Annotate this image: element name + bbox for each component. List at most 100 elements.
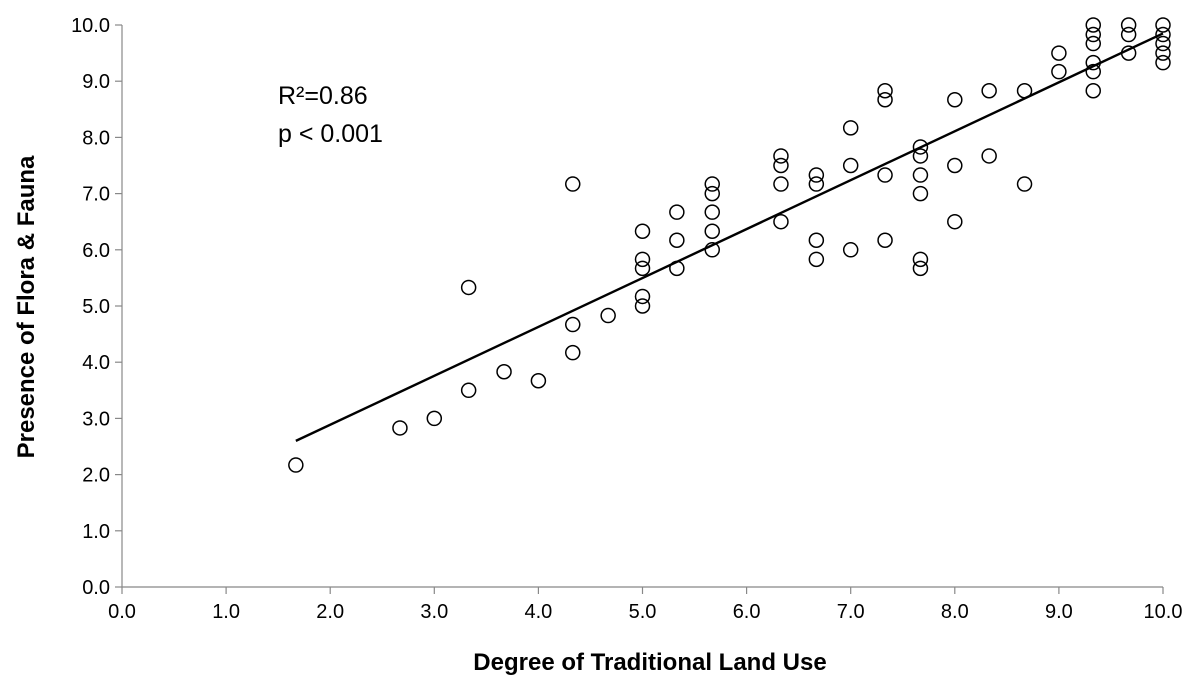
data-point	[496, 364, 512, 380]
data-point	[842, 157, 859, 174]
data-point	[634, 260, 651, 277]
trendline	[295, 32, 1164, 442]
data-point	[877, 167, 893, 183]
y-tick-label: 3.0	[82, 408, 110, 430]
x-axis-ticks: 0.0 1.0 2.0 3.0 4.0 5.0 6.0 7.0 8.0 9.0 10.0	[108, 587, 1182, 623]
p-value-annotation: p < 0.001	[278, 120, 383, 148]
data-point	[842, 120, 859, 136]
x-tick-label: 6.0	[733, 601, 761, 623]
data-point	[912, 139, 929, 155]
data-point	[1085, 83, 1102, 99]
data-point	[1155, 54, 1171, 71]
data-point	[1120, 26, 1137, 43]
data-point	[669, 232, 685, 248]
r-squared-annotation: R²=0.86	[278, 82, 368, 110]
data-point	[773, 176, 789, 192]
trendline-layer	[295, 32, 1164, 442]
data-point	[565, 344, 581, 361]
data-point	[1155, 17, 1171, 33]
x-tick-label: 1.0	[212, 601, 240, 623]
data-point	[947, 157, 963, 174]
x-tick-label: 3.0	[420, 601, 448, 623]
x-tick-label: 9.0	[1045, 601, 1073, 623]
data-point	[669, 204, 685, 220]
x-tick-label: 10.0	[1144, 601, 1183, 623]
data-point	[1120, 17, 1137, 33]
data-point	[877, 232, 893, 248]
data-point	[773, 157, 789, 174]
data-point	[669, 260, 685, 277]
data-point	[1085, 54, 1102, 71]
data-point	[912, 148, 929, 164]
data-point	[704, 185, 720, 202]
data-point	[704, 242, 720, 258]
y-tick-label: 4.0	[82, 352, 110, 374]
data-points	[288, 17, 1171, 473]
data-point	[912, 185, 929, 202]
data-point	[1085, 63, 1102, 80]
data-point	[392, 420, 408, 436]
data-point	[1085, 35, 1102, 52]
y-axis-ticks: 0.0 1.0 2.0 3.0 4.0 5.0 6.0 7.0 8.0 9.0 10.0	[71, 15, 122, 599]
data-point	[773, 148, 789, 164]
data-point	[704, 204, 720, 220]
data-point	[1085, 26, 1102, 43]
data-point	[1120, 45, 1137, 61]
data-point	[565, 176, 581, 192]
data-point	[1016, 83, 1033, 99]
x-tick-label: 2.0	[316, 601, 344, 623]
data-point	[947, 213, 963, 230]
x-tick-label: 4.0	[524, 601, 552, 623]
data-point	[634, 223, 651, 240]
y-tick-label: 10.0	[71, 15, 110, 37]
data-point	[808, 251, 825, 268]
data-point	[981, 83, 997, 99]
data-point	[460, 382, 477, 399]
data-point	[877, 91, 893, 108]
data-point	[808, 232, 825, 248]
data-point	[634, 288, 651, 305]
y-tick-label: 6.0	[82, 240, 110, 262]
y-tick-label: 9.0	[82, 71, 110, 93]
data-point	[912, 167, 929, 183]
y-tick-label: 1.0	[82, 521, 110, 543]
data-point	[565, 316, 581, 333]
y-tick-label: 8.0	[82, 127, 110, 149]
data-point	[634, 251, 651, 268]
y-tick-label: 7.0	[82, 184, 110, 206]
data-point	[288, 457, 304, 473]
x-tick-label: 8.0	[941, 601, 969, 623]
y-tick-label: 0.0	[82, 577, 110, 599]
data-point	[1155, 45, 1171, 61]
data-point	[877, 83, 893, 99]
x-tick-label: 0.0	[108, 601, 136, 623]
data-point	[426, 410, 443, 427]
data-point	[530, 372, 547, 389]
data-point	[704, 223, 720, 240]
data-point	[1155, 35, 1171, 52]
y-tick-label: 5.0	[82, 296, 110, 318]
data-point	[808, 176, 825, 192]
data-point	[1051, 63, 1067, 80]
data-point	[1051, 45, 1067, 61]
data-point	[842, 242, 859, 258]
data-point	[912, 260, 929, 277]
data-point	[1155, 26, 1171, 43]
data-point	[704, 176, 720, 192]
data-point	[1016, 176, 1033, 192]
y-axis-title: Presence of Flora & Fauna	[13, 155, 40, 458]
data-point	[947, 91, 963, 108]
data-point	[1085, 17, 1102, 33]
data-point	[808, 167, 825, 183]
x-tick-label: 7.0	[837, 601, 865, 623]
data-point	[773, 213, 789, 230]
data-point	[600, 307, 616, 324]
data-point	[460, 279, 477, 296]
y-tick-label: 2.0	[82, 465, 110, 487]
data-point	[981, 148, 997, 164]
x-axis-title: Degree of Traditional Land Use	[473, 649, 826, 676]
data-point	[634, 298, 651, 314]
x-tick-label: 5.0	[629, 601, 657, 623]
data-point	[912, 251, 929, 268]
